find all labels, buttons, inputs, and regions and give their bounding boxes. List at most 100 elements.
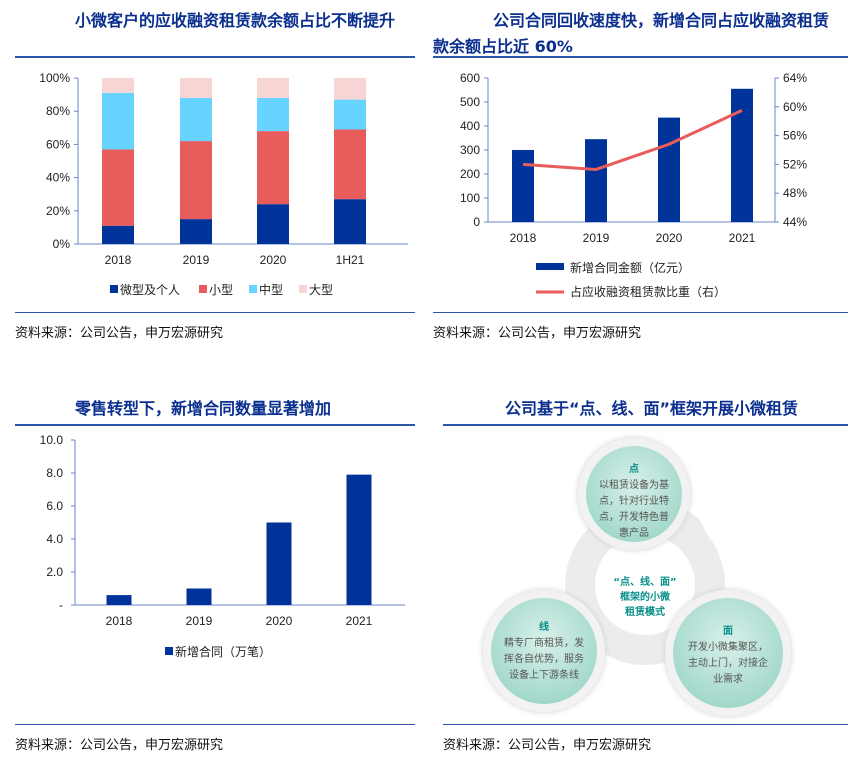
- y-tick-label: 0%: [53, 237, 71, 251]
- y2-tick-label: 52%: [783, 157, 807, 171]
- diagram-center-text: “点、线、面” 框架的小微 租赁模式: [595, 575, 695, 620]
- x-tick-label: 2020: [260, 253, 287, 267]
- bar-segment: [334, 129, 366, 200]
- bar-segment: [102, 225, 134, 244]
- y2-tick-label: 64%: [783, 71, 807, 85]
- panel1-rule: [15, 56, 415, 58]
- y-tick-label: 400: [460, 119, 480, 133]
- y-tick-label: 0: [473, 215, 480, 229]
- bar-segment: [257, 78, 289, 98]
- bar-segment: [334, 99, 366, 130]
- bar-segment: [257, 97, 289, 132]
- center-line: 租赁模式: [625, 607, 665, 618]
- y-tick-label: -: [59, 598, 63, 612]
- y-tick-label: 8.0: [46, 466, 63, 480]
- legend-swatch: [536, 263, 564, 270]
- line-series: [522, 109, 743, 171]
- x-tick-label: 2020: [656, 231, 683, 245]
- bar: [512, 150, 534, 222]
- diagram-node-xian: 线精专厂商租赁，发挥各自优势，服务设备上下游条线: [483, 590, 605, 712]
- legend-label: 小型: [209, 283, 233, 297]
- legend-swatch: [165, 647, 173, 655]
- bar-segment: [102, 78, 134, 93]
- x-tick-label: 2018: [106, 614, 133, 628]
- bar-segment: [334, 199, 366, 244]
- legend-swatch: [249, 285, 257, 293]
- legend-label: 占应收融资租赁款比重（右）: [570, 284, 726, 299]
- y2-tick-label: 44%: [783, 215, 807, 229]
- diagram-center-circle: [595, 535, 695, 635]
- legend-swatch: [199, 285, 207, 293]
- legend-label: 新增合同（万笔）: [175, 644, 271, 659]
- bar: [658, 117, 680, 222]
- y2-tick-label: 60%: [783, 100, 807, 114]
- y-tick-label: 4.0: [46, 532, 63, 546]
- y-tick-label: 80%: [46, 104, 70, 118]
- y-tick-label: 300: [460, 143, 480, 157]
- panel2-rule: [433, 56, 848, 58]
- y-tick-label: 200: [460, 167, 480, 181]
- bar-segment: [180, 97, 212, 142]
- x-tick-label: 2020: [266, 614, 293, 628]
- x-tick-label: 2018: [105, 253, 132, 267]
- bar: [731, 88, 753, 222]
- x-tick-label: 2021: [729, 231, 756, 245]
- y-tick-label: 60%: [46, 137, 70, 151]
- legend-label: 新增合同金额（亿元）: [570, 260, 690, 275]
- panel4-title: 公司基于“点、线、面”框架开展小微租赁: [505, 399, 799, 418]
- node-text: 精专厂商租赁，发挥各自优势，服务设备上下游条线: [504, 638, 584, 681]
- panel3-rule: [15, 424, 415, 426]
- y-tick-label: 500: [460, 95, 480, 109]
- bar: [186, 588, 212, 605]
- bar: [106, 595, 132, 605]
- y-tick-label: 2.0: [46, 565, 63, 579]
- diagram-node-dian: 点以租赁设备为基点，针对行业特点，开发特色普惠产品: [578, 438, 690, 550]
- bar-segment: [257, 204, 289, 244]
- divider: [15, 724, 415, 725]
- bar-segment: [102, 149, 134, 226]
- bar-segment: [180, 141, 212, 220]
- panel2-source: 资料来源：公司公告，申万宏源研究: [433, 326, 642, 341]
- diagram-node-mian: 面开发小微集聚区，主动上门，对接企业需求: [665, 590, 791, 716]
- node-label: 线: [539, 622, 549, 633]
- x-tick-label: 2019: [583, 231, 610, 245]
- legend-label: 微型及个人: [120, 283, 180, 297]
- x-tick-label: 2018: [510, 231, 537, 245]
- y-tick-label: 40%: [46, 171, 70, 185]
- x-tick-label: 2021: [346, 614, 373, 628]
- center-line: 框架的小微: [620, 592, 670, 603]
- bar-segment: [334, 78, 366, 100]
- x-tick-label: 2019: [186, 614, 213, 628]
- panel3-title: 零售转型下，新增合同数量显著增加: [75, 399, 332, 418]
- panel4-rule: [443, 424, 848, 426]
- divider: [433, 312, 848, 313]
- legend-swatch: [299, 285, 307, 293]
- panel4-source: 资料来源：公司公告，申万宏源研究: [443, 738, 652, 753]
- y-tick-label: 100: [460, 191, 480, 205]
- node-text: 以租赁设备为基点，针对行业特点，开发特色普惠产品: [599, 480, 669, 539]
- y-tick-label: 20%: [46, 204, 70, 218]
- panel2-title: 公司合同回收速度快，新增合同占应收融资租赁款余额占比近 60%: [433, 11, 830, 56]
- bar: [346, 474, 372, 605]
- y-tick-label: 100%: [39, 71, 70, 85]
- divider: [443, 724, 848, 725]
- x-tick-label: 1H21: [336, 253, 365, 267]
- panel3-source: 资料来源：公司公告，申万宏源研究: [15, 738, 224, 753]
- node-label: 点: [629, 464, 639, 475]
- legend-label: 大型: [309, 283, 333, 297]
- bar-segment: [180, 219, 212, 244]
- y-tick-label: 10.0: [40, 433, 64, 447]
- y-tick-label: 6.0: [46, 499, 63, 513]
- y2-tick-label: 56%: [783, 129, 807, 143]
- divider: [15, 312, 415, 313]
- bar-segment: [180, 78, 212, 98]
- y2-tick-label: 48%: [783, 186, 807, 200]
- panel1-title: 小微客户的应收融资租赁款余额占比不断提升: [75, 11, 396, 30]
- node-text: 开发小微集聚区，主动上门，对接企业需求: [688, 642, 768, 685]
- y-tick-label: 600: [460, 71, 480, 85]
- bar-segment: [102, 92, 134, 150]
- bar: [585, 139, 607, 222]
- legend-label: 中型: [259, 282, 283, 297]
